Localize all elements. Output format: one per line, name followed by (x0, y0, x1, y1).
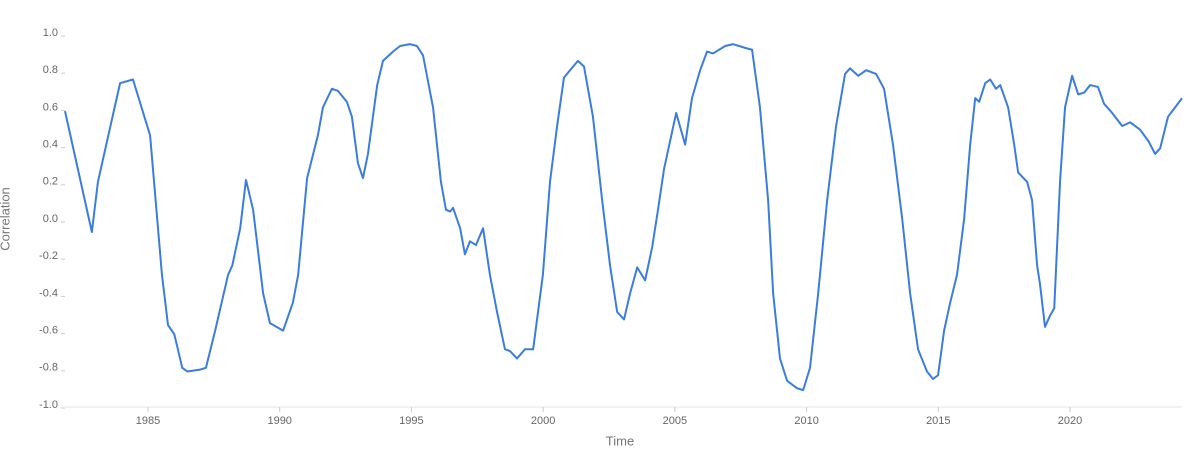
y-tick-label: -0.2 (39, 250, 58, 262)
y-tick-label: -0.8 (39, 362, 58, 374)
x-tick-label: 2015 (926, 415, 950, 427)
x-tick-label: 1995 (399, 415, 423, 427)
x-tick-label: 2020 (1058, 415, 1082, 427)
y-tick-label: -1.0 (39, 399, 58, 411)
x-axis-title: Time (606, 433, 634, 448)
x-tick-label: 2010 (794, 415, 818, 427)
y-tick-label: 0.6 (43, 101, 58, 113)
y-tick-label: 1.0 (43, 27, 58, 39)
series-line (64, 43, 1183, 392)
x-tick-label: 1985 (136, 415, 160, 427)
y-axis-title: Correlation (0, 187, 12, 251)
x-tick-label: 2005 (663, 415, 687, 427)
y-tick-label: 0.2 (43, 176, 58, 188)
y-tick-label: 0.8 (43, 64, 58, 76)
y-tick-label: -0.4 (39, 287, 58, 299)
y-tick-label: 0.4 (43, 139, 58, 151)
x-tick-label: 2000 (531, 415, 555, 427)
x-tick-label: 1990 (267, 415, 291, 427)
y-tick-label: 0.0 (43, 213, 58, 225)
y-tick-label: -0.6 (39, 325, 58, 337)
